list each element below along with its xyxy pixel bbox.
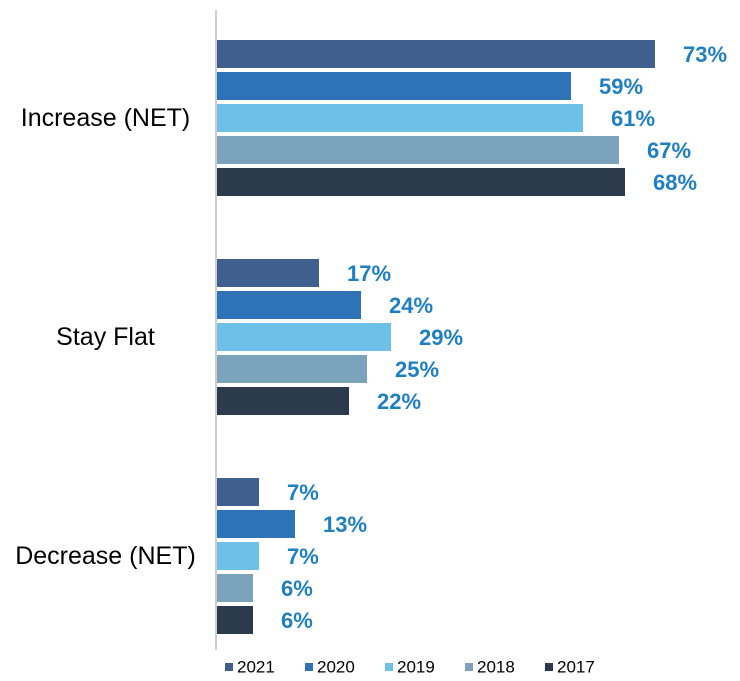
legend-label: 2018 — [477, 657, 515, 676]
category-label: Stay Flat — [56, 323, 155, 351]
legend-swatch — [545, 663, 553, 671]
data-label: 68% — [653, 170, 697, 195]
bar — [217, 355, 367, 383]
legend-swatch — [385, 663, 393, 671]
data-label: 7% — [287, 544, 319, 569]
data-label: 22% — [377, 389, 421, 414]
bar — [217, 323, 391, 351]
legend-label: 2019 — [397, 657, 435, 676]
bar — [217, 259, 319, 287]
data-label: 59% — [599, 74, 643, 99]
bar — [217, 291, 361, 319]
bar — [217, 478, 259, 506]
data-label: 17% — [347, 261, 391, 286]
bar — [217, 40, 655, 68]
data-label: 29% — [419, 325, 463, 350]
legend-label: 2021 — [237, 657, 275, 676]
data-label: 24% — [389, 293, 433, 318]
bar — [217, 510, 295, 538]
category-label: Decrease (NET) — [15, 542, 196, 570]
data-label: 6% — [281, 608, 313, 633]
category-label: Increase (NET) — [20, 104, 191, 132]
data-label: 6% — [281, 576, 313, 601]
legend-label: 2017 — [557, 657, 595, 676]
data-label: 61% — [611, 106, 655, 131]
bar — [217, 542, 259, 570]
data-label: 13% — [323, 512, 367, 537]
data-label: 67% — [647, 138, 691, 163]
bar — [217, 606, 253, 634]
bar — [217, 136, 619, 164]
bar — [217, 387, 349, 415]
bar — [217, 168, 625, 196]
data-label: 25% — [395, 357, 439, 382]
data-label: 73% — [683, 42, 727, 67]
legend-swatch — [225, 663, 233, 671]
legend-swatch — [465, 663, 473, 671]
bar — [217, 574, 253, 602]
legend-label: 2020 — [317, 657, 355, 676]
data-label: 7% — [287, 480, 319, 505]
legend-swatch — [305, 663, 313, 671]
bar — [217, 104, 583, 132]
bar — [217, 72, 571, 100]
